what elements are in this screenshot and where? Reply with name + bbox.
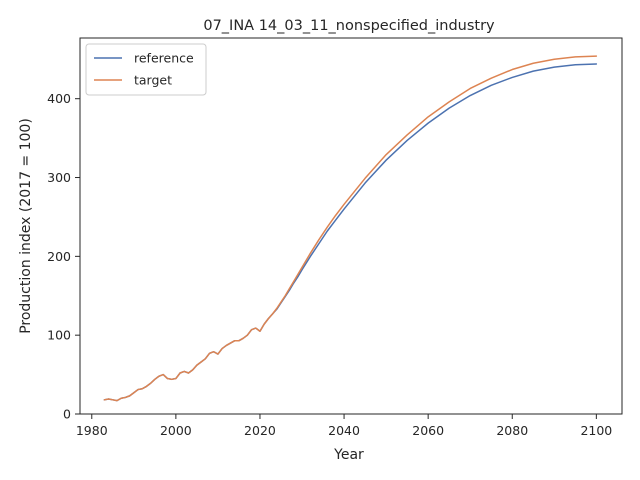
x-tick-label: 2020 xyxy=(244,423,276,438)
y-axis-label: Production index (2017 = 100) xyxy=(18,118,34,334)
y-tick-label: 100 xyxy=(47,328,71,343)
chart-title: 07_INA 14_03_11_nonspecified_industry xyxy=(203,18,495,34)
x-axis-label: Year xyxy=(333,447,364,463)
legend-entries: reference target xyxy=(94,51,194,88)
x-tick-label: 2100 xyxy=(580,423,612,438)
y-axis-ticks: 0 100 200 300 400 xyxy=(47,91,80,422)
series-layer xyxy=(103,55,598,402)
plot-frame xyxy=(79,37,623,415)
y-tick-label: 0 xyxy=(63,407,71,422)
x-axis-ticks: 1980 2000 2020 2040 2060 2080 2100 xyxy=(76,414,612,438)
x-tick-label: 1980 xyxy=(76,423,108,438)
x-tick-label: 2000 xyxy=(160,423,192,438)
series-line-target xyxy=(103,55,598,402)
legend-label-target: target xyxy=(134,73,172,88)
y-tick-label: 300 xyxy=(47,170,71,185)
y-tick-label: 200 xyxy=(47,249,71,264)
legend: reference target xyxy=(85,43,207,96)
legend-label-reference: reference xyxy=(134,51,194,66)
x-tick-label: 2040 xyxy=(328,423,360,438)
y-tick-label: 400 xyxy=(47,91,71,106)
x-tick-label: 2080 xyxy=(496,423,528,438)
legend-frame xyxy=(85,43,207,96)
x-tick-label: 2060 xyxy=(412,423,444,438)
